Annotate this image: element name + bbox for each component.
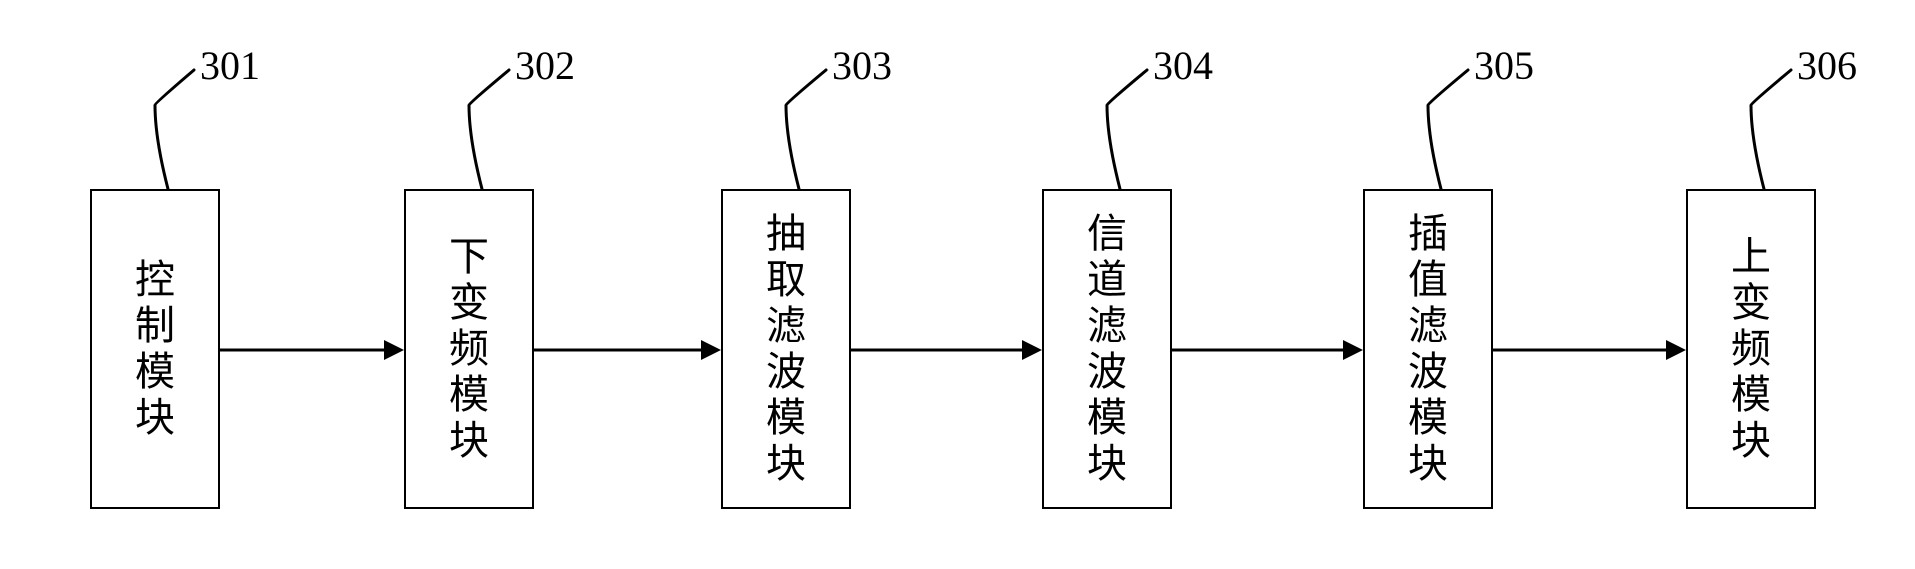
arrow-n4-n5 — [1170, 338, 1365, 362]
block-label: 信道滤波模块 — [1087, 211, 1127, 487]
callout-n6 — [1746, 65, 1796, 194]
block-n4: 信道滤波模块 — [1042, 189, 1172, 509]
ref-label-n4: 304 — [1153, 42, 1213, 89]
arrow-n3-n4 — [849, 338, 1044, 362]
block-n2: 下变频模块 — [404, 189, 534, 509]
block-n6: 上变频模块 — [1686, 189, 1816, 509]
callout-n5 — [1423, 65, 1473, 194]
callout-n1 — [150, 65, 199, 194]
ref-label-n5: 305 — [1474, 42, 1534, 89]
ref-label-n1: 301 — [200, 42, 260, 89]
block-label: 上变频模块 — [1731, 234, 1771, 464]
ref-label-n6: 306 — [1797, 42, 1857, 89]
ref-label-n2: 302 — [515, 42, 575, 89]
ref-label-n3: 303 — [832, 42, 892, 89]
block-n1: 控制模块 — [90, 189, 220, 509]
callout-n4 — [1102, 65, 1152, 194]
block-label: 插值滤波模块 — [1408, 211, 1448, 487]
block-label: 控制模块 — [135, 257, 175, 441]
callout-n3 — [781, 65, 831, 194]
block-n5: 插值滤波模块 — [1363, 189, 1493, 509]
block-n3: 抽取滤波模块 — [721, 189, 851, 509]
arrow-n2-n3 — [532, 338, 723, 362]
block-label: 抽取滤波模块 — [766, 211, 806, 487]
block-label: 下变频模块 — [449, 234, 489, 464]
arrow-n5-n6 — [1491, 338, 1688, 362]
arrow-n1-n2 — [218, 338, 406, 362]
callout-n2 — [464, 65, 514, 194]
